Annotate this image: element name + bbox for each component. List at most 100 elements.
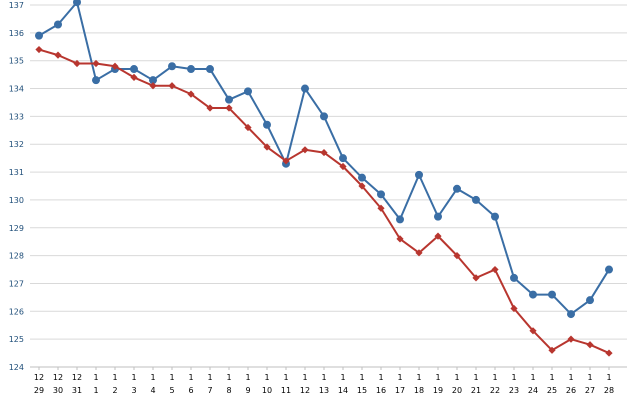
- x-tick-label-day: 23: [509, 386, 519, 395]
- x-tick-label-day: 9: [245, 386, 250, 395]
- data-point: [206, 65, 214, 74]
- data-point: [320, 112, 328, 121]
- y-tick-label: 125: [9, 335, 24, 344]
- x-tick-label-month: 1: [264, 373, 269, 382]
- x-tick-label-day: 30: [53, 386, 63, 395]
- data-point: [54, 51, 62, 59]
- x-tick-label-month: 1: [245, 373, 250, 382]
- x-tick-label-day: 4: [150, 386, 155, 395]
- data-point: [263, 143, 271, 151]
- data-point: [491, 212, 499, 221]
- data-point: [434, 212, 442, 221]
- x-tick-label-month: 1: [283, 373, 288, 382]
- y-tick-label: 132: [9, 140, 24, 149]
- data-point: [320, 148, 328, 157]
- data-point: [434, 232, 442, 240]
- data-point: [225, 104, 233, 112]
- data-point: [358, 182, 366, 190]
- x-tick-label-day: 8: [226, 386, 231, 395]
- x-tick-label-day: 26: [566, 386, 576, 395]
- x-tick-label-month: 1: [416, 373, 421, 382]
- data-point: [396, 235, 404, 243]
- data-point: [377, 190, 385, 199]
- data-point: [339, 162, 347, 171]
- y-tick-label: 129: [9, 224, 24, 233]
- x-tick-label-month: 1: [587, 373, 592, 382]
- data-point: [510, 304, 518, 313]
- x-tick-label-month: 1: [131, 373, 136, 382]
- x-tick-label-day: 25: [547, 386, 557, 395]
- x-tick-label-month: 1: [340, 373, 345, 382]
- series-line: [38, 1, 610, 316]
- x-tick-label-month: 1: [207, 373, 212, 382]
- data-point: [73, 59, 81, 68]
- data-point: [548, 346, 556, 354]
- data-point: [510, 273, 518, 282]
- x-tick-label-month: 1: [492, 373, 497, 382]
- x-tick-label-day: 11: [281, 386, 291, 395]
- y-tick-label: 137: [9, 1, 24, 10]
- y-tick-label: 124: [9, 363, 24, 372]
- x-tick-label-month: 1: [568, 373, 573, 382]
- data-point: [149, 82, 157, 90]
- data-point: [263, 120, 271, 129]
- y-tick-label: 134: [9, 85, 24, 94]
- x-tick-label-day: 6: [188, 386, 193, 395]
- data-point: [168, 62, 176, 71]
- data-point: [529, 290, 537, 299]
- y-tick-label: 128: [9, 252, 24, 261]
- x-tick-label-day: 29: [34, 386, 44, 395]
- x-tick-label-month: 1: [435, 373, 440, 382]
- x-tick-label-month: 1: [188, 373, 193, 382]
- x-tick-label-day: 28: [604, 386, 614, 395]
- data-point: [415, 170, 423, 179]
- x-tick-label-day: 22: [490, 386, 500, 395]
- x-tick-label-day: 12: [300, 386, 310, 395]
- data-point: [35, 31, 43, 40]
- x-tick-label-month: 12: [72, 373, 82, 382]
- data-point: [130, 73, 138, 81]
- x-tick-label-month: 1: [511, 373, 516, 382]
- data-point: [586, 296, 594, 305]
- x-tick-label-day: 19: [433, 386, 443, 395]
- data-point: [472, 195, 480, 204]
- data-point: [301, 146, 309, 154]
- x-tick-label-day: 10: [262, 386, 272, 395]
- series-group: [35, 0, 613, 357]
- data-point: [187, 90, 195, 98]
- x-tick-label-day: 16: [376, 386, 386, 395]
- x-tick-label-month: 1: [150, 373, 155, 382]
- data-point: [244, 87, 252, 96]
- data-point: [529, 327, 537, 335]
- x-tick-label-month: 1: [112, 373, 117, 382]
- y-tick-label: 133: [9, 112, 24, 121]
- data-point: [472, 274, 480, 282]
- data-point: [111, 62, 119, 70]
- data-point: [605, 349, 613, 357]
- y-tick-label: 127: [9, 279, 24, 288]
- x-tick-label-month: 1: [302, 373, 307, 382]
- x-tick-label-month: 1: [454, 373, 459, 382]
- y-tick-label: 136: [9, 29, 24, 38]
- x-tick-label-day: 5: [169, 386, 174, 395]
- data-point: [415, 249, 423, 257]
- y-tick-label: 135: [9, 57, 24, 66]
- x-tick-label-day: 27: [585, 386, 595, 395]
- y-tick-label: 126: [9, 307, 24, 316]
- data-point: [453, 252, 461, 260]
- data-point: [35, 45, 43, 54]
- data-point: [339, 154, 347, 163]
- data-point: [92, 76, 100, 85]
- x-tick-label-month: 1: [473, 373, 478, 382]
- x-tick-label-day: 15: [357, 386, 367, 395]
- x-tick-label-day: 13: [319, 386, 329, 395]
- x-tick-label-day: 31: [72, 386, 82, 395]
- gridlines: [30, 4, 627, 368]
- x-tick-label-month: 1: [169, 373, 174, 382]
- data-point: [567, 335, 575, 343]
- x-axis: 1229123012311112131415161718191101111121…: [34, 367, 614, 395]
- data-point: [149, 76, 157, 85]
- data-point: [187, 65, 195, 74]
